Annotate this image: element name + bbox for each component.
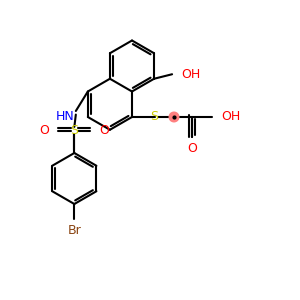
- Text: S: S: [70, 124, 78, 137]
- Text: HN: HN: [56, 110, 74, 122]
- Text: OH: OH: [182, 68, 201, 81]
- Text: O: O: [99, 124, 109, 137]
- Circle shape: [169, 112, 179, 122]
- Text: O: O: [187, 142, 197, 155]
- Text: S: S: [151, 110, 158, 124]
- Text: OH: OH: [221, 110, 240, 124]
- Text: O: O: [40, 124, 50, 137]
- Text: Br: Br: [68, 224, 81, 237]
